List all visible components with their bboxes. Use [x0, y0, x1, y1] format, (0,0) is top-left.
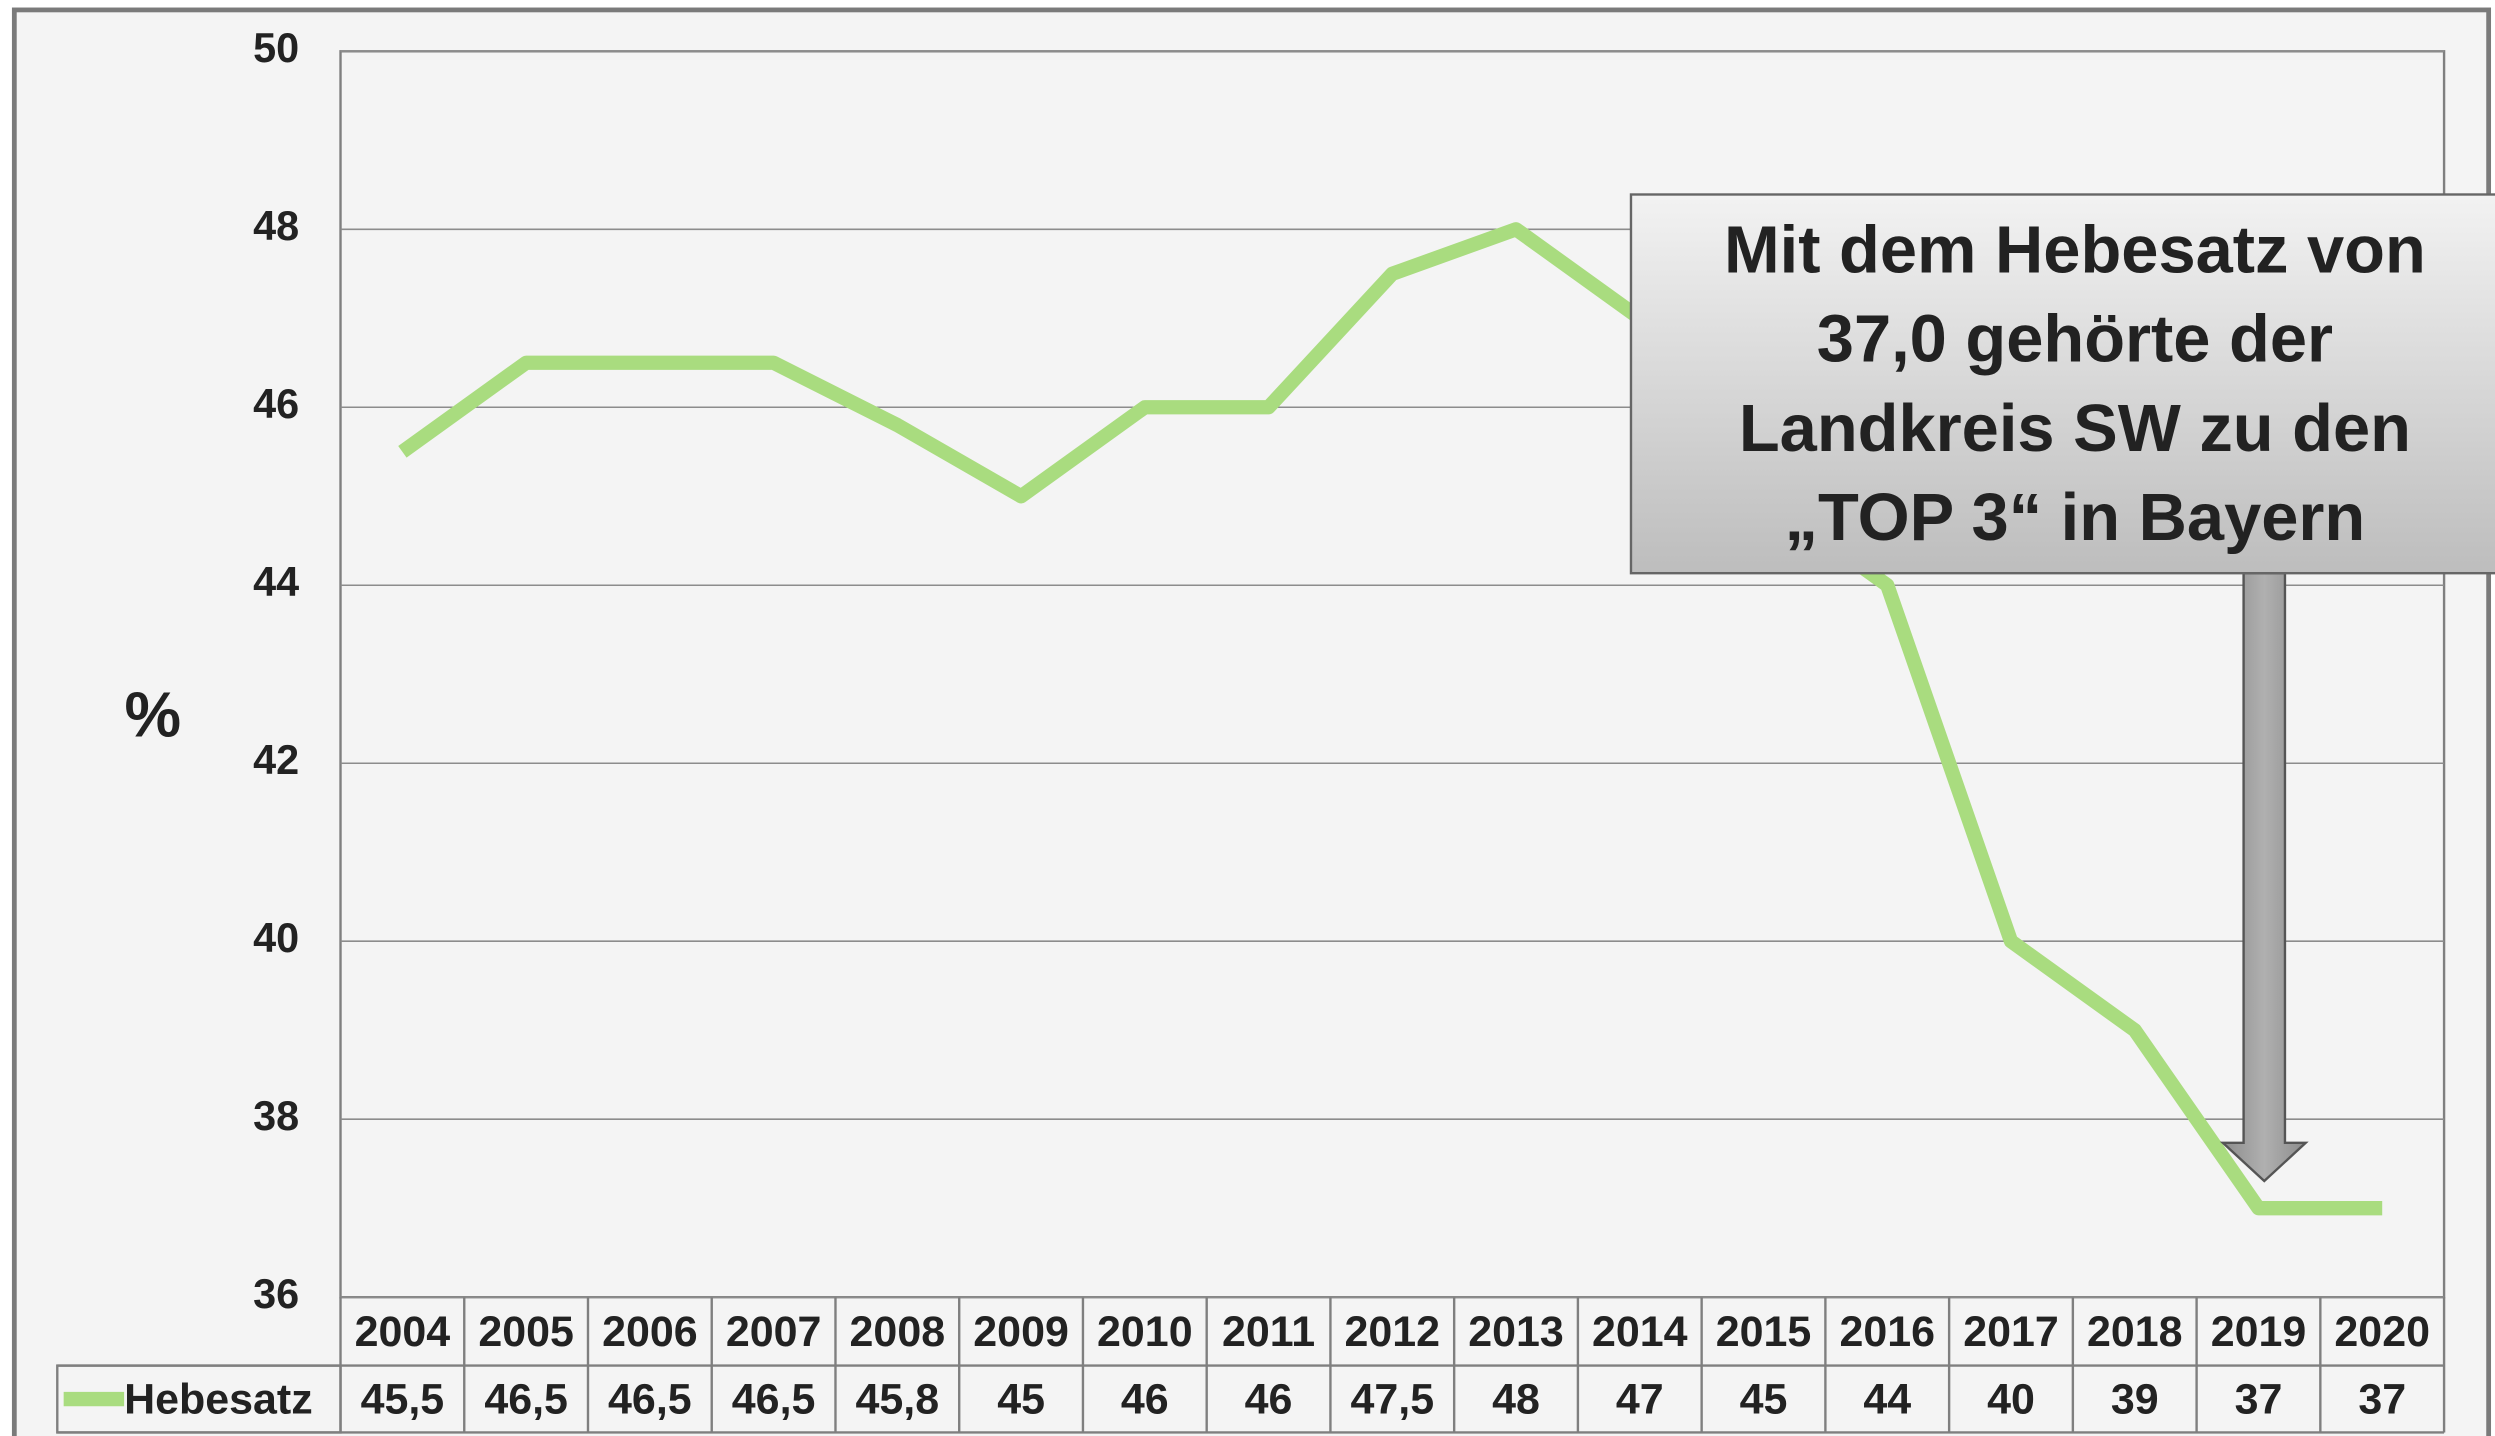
- data-table-value: 46: [1245, 1376, 1293, 1424]
- data-table-value: 40: [1987, 1376, 2035, 1424]
- x-tick-label: 2017: [1963, 1308, 2059, 1356]
- annotation-text: 37,0 gehörte der: [1817, 303, 2333, 377]
- data-table-value: 39: [2111, 1376, 2159, 1424]
- data-table-value: 45,5: [361, 1376, 445, 1424]
- x-tick-label: 2020: [2334, 1308, 2430, 1356]
- x-tick-label: 2009: [973, 1308, 1069, 1356]
- legend-label: Hebesatz: [124, 1376, 313, 1424]
- y-tick-label: 40: [253, 915, 299, 961]
- data-table-value: 37: [2235, 1376, 2283, 1424]
- x-tick-label: 2008: [850, 1308, 946, 1356]
- y-axis-label: %: [124, 679, 181, 750]
- x-tick-label: 2012: [1345, 1308, 1441, 1356]
- x-tick-label: 2016: [1839, 1308, 1935, 1356]
- y-tick-label: 46: [253, 381, 299, 427]
- x-tick-label: 2011: [1222, 1308, 1315, 1356]
- annotation-arrow: [2219, 572, 2309, 1183]
- data-table-value: 47,5: [1350, 1376, 1434, 1424]
- annotation-text: Mit dem Hebesatz von: [1724, 214, 2426, 288]
- y-tick-label: 36: [253, 1271, 299, 1317]
- annotation-text: „TOP 3“ in Bayern: [1785, 481, 2366, 555]
- data-table-value: 46: [1121, 1376, 1169, 1424]
- y-tick-label: 38: [253, 1093, 299, 1139]
- data-table-value: 46,5: [732, 1376, 816, 1424]
- y-tick-label: 50: [253, 25, 299, 71]
- x-tick-label: 2007: [726, 1308, 822, 1356]
- data-table-value: 45: [997, 1376, 1045, 1424]
- data-table-value: 37: [2358, 1376, 2406, 1424]
- x-tick-label: 2013: [1468, 1308, 1564, 1356]
- x-tick-label: 2010: [1097, 1308, 1193, 1356]
- data-table-value: 46,5: [608, 1376, 692, 1424]
- x-tick-label: 2018: [2087, 1308, 2183, 1356]
- data-table-value: 48: [1492, 1376, 1540, 1424]
- data-table-value: 46,5: [484, 1376, 568, 1424]
- annotation-box: [1629, 193, 2495, 575]
- x-tick-label: 2015: [1716, 1308, 1812, 1356]
- x-tick-label: 2005: [478, 1308, 574, 1356]
- x-tick-label: 2019: [2211, 1308, 2307, 1356]
- y-tick-label: 42: [253, 737, 299, 783]
- y-tick-label: 48: [253, 203, 299, 249]
- data-table-value: 45: [1740, 1376, 1788, 1424]
- data-table-value: 45,8: [856, 1376, 940, 1424]
- x-tick-label: 2004: [355, 1308, 451, 1356]
- series-line: [398, 222, 2383, 1216]
- x-tick-label: 2014: [1592, 1308, 1688, 1356]
- data-table-value: 44: [1863, 1376, 1911, 1424]
- y-tick-label: 44: [253, 559, 299, 605]
- x-tick-label: 2006: [602, 1308, 698, 1356]
- data-table-value: 47: [1616, 1376, 1664, 1424]
- annotation-text: Landkreis SW zu den: [1739, 392, 2411, 466]
